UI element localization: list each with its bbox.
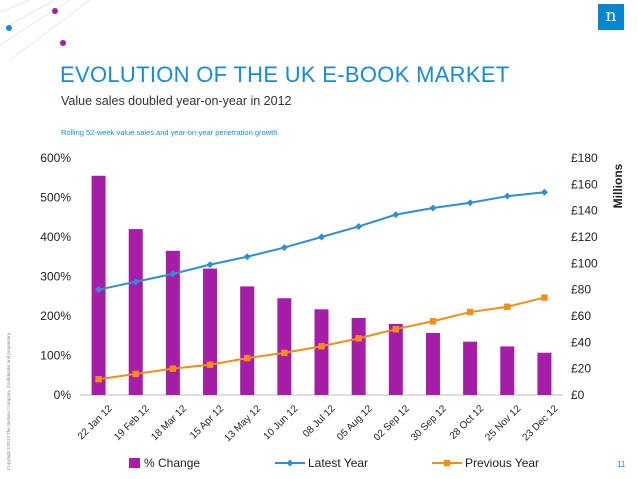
- latest-year-point: [392, 211, 400, 219]
- right-tick-label: £160: [571, 177, 598, 191]
- previous-year-point: [206, 361, 214, 368]
- left-tick-label: 600%: [40, 151, 71, 165]
- right-tick-label: £80: [571, 283, 591, 297]
- x-tick-label: 15 Apr 12: [188, 403, 226, 441]
- page-number: 11: [617, 460, 626, 469]
- x-tick-label: 23 Dec 12: [521, 403, 561, 443]
- previous-year-point: [169, 365, 177, 372]
- legend-label-previous-year: Previous Year: [465, 456, 539, 470]
- x-tick-label: 18 Mar 12: [149, 403, 189, 443]
- right-tick-label: £0: [571, 388, 585, 402]
- latest-year-point: [429, 204, 437, 212]
- right-tick-label: £100: [571, 256, 598, 270]
- deco-dot-magenta: [52, 8, 58, 14]
- right-tick-label: £60: [571, 309, 591, 323]
- x-tick-label: 02 Sep 12: [372, 403, 412, 443]
- latest-year-point: [318, 233, 325, 241]
- deco-dot-blue: [6, 25, 12, 31]
- previous-year-point: [504, 303, 511, 310]
- x-tick-label: 13 May 12: [223, 403, 264, 444]
- right-tick-label: £120: [571, 230, 598, 244]
- legend-swatch-latest-marker: [286, 459, 294, 467]
- latest-year-point: [95, 286, 103, 294]
- left-tick-label: 300%: [40, 270, 71, 284]
- bar-pct-change: [500, 346, 515, 395]
- latest-year-point: [355, 222, 363, 230]
- left-tick-label: 400%: [40, 230, 71, 244]
- x-tick-label: 05 Aug 12: [335, 403, 375, 443]
- x-tick-label: 10 Jun 12: [262, 403, 301, 442]
- previous-year-point: [466, 308, 474, 316]
- latest-year-line: [98, 191, 545, 291]
- previous-year-point: [392, 325, 400, 333]
- bar-pct-change: [240, 286, 255, 395]
- page-title: EVOLUTION OF THE UK E-BOOK MARKET: [60, 62, 510, 87]
- right-tick-label: £140: [571, 204, 598, 218]
- left-tick-label: 500%: [40, 191, 71, 205]
- latest-year-point: [280, 244, 288, 252]
- latest-year-point: [503, 192, 511, 200]
- bar-pct-change: [463, 341, 478, 395]
- latest-year-point: [243, 253, 251, 261]
- left-tick-label: 0%: [54, 388, 72, 402]
- page-subtitle: Value sales doubled year-on-year in 2012: [61, 94, 292, 108]
- bar-pct-change: [91, 175, 106, 395]
- previous-year-point: [318, 343, 325, 350]
- left-tick-label: 200%: [40, 309, 71, 323]
- legend-label-pct-change: % Change: [144, 456, 200, 470]
- legend-swatch-pct-change: [129, 458, 140, 468]
- right-tick-label: £180: [571, 151, 598, 165]
- previous-year-point: [95, 376, 102, 383]
- previous-year-point: [132, 370, 139, 378]
- deco-dot-magenta-2: [60, 40, 66, 46]
- bar-pct-change: [351, 317, 366, 395]
- previous-year-point: [429, 318, 437, 325]
- latest-year-point: [540, 188, 548, 196]
- right-axis-title: Millions: [611, 163, 625, 208]
- x-tick-label: 25 Nov 12: [483, 403, 523, 443]
- previous-year-point: [355, 335, 362, 342]
- legend: % Change Latest Year Previous Year: [129, 456, 539, 470]
- legend-label-latest-year: Latest Year: [308, 456, 368, 470]
- decorative-lines: [0, 0, 91, 60]
- bar-pct-change: [314, 309, 329, 395]
- previous-year-point: [243, 354, 251, 362]
- bar-pct-change: [537, 352, 552, 395]
- previous-year-point: [281, 349, 288, 357]
- bar-pct-change: [165, 250, 180, 395]
- bar-pct-change: [425, 332, 440, 395]
- bar-pct-change: [128, 229, 143, 395]
- nielsen-logo: n: [598, 4, 624, 30]
- latest-year-point: [206, 261, 214, 269]
- x-tick-label: 30 Sep 12: [409, 403, 449, 443]
- bar-pct-change: [388, 323, 403, 395]
- x-tick-label: 19 Feb 12: [112, 403, 152, 443]
- x-tick-label: 28 Oct 12: [448, 403, 487, 442]
- right-tick-label: £40: [571, 335, 591, 349]
- latest-year-point: [466, 199, 474, 207]
- latest-year-point: [132, 278, 140, 286]
- latest-year-point: [169, 270, 177, 278]
- x-tick-label: 22 Jan 12: [76, 403, 115, 442]
- chart-note: Rolling 52-week value sales and year-on-…: [61, 128, 278, 137]
- bar-pct-change: [203, 268, 218, 395]
- legend-swatch-previous-marker: [443, 459, 451, 467]
- bar-pct-change: [277, 298, 292, 395]
- x-tick-label: 08 Jul 12: [301, 403, 338, 440]
- right-tick-label: £20: [571, 362, 591, 376]
- previous-year-point: [541, 294, 548, 301]
- left-tick-label: 100%: [40, 349, 71, 363]
